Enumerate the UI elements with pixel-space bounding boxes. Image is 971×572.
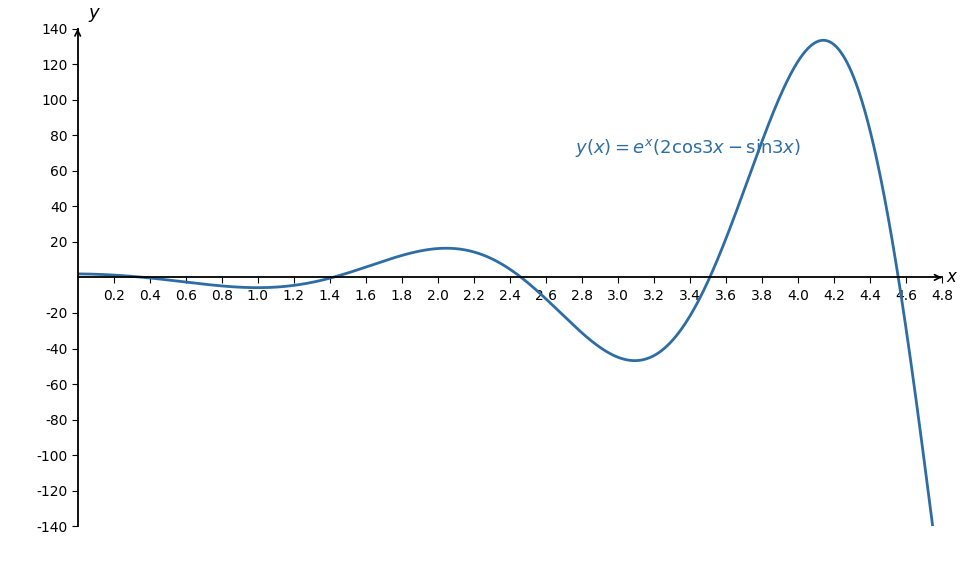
Text: $\mathit{y}$: $\mathit{y}$ xyxy=(88,6,102,23)
Text: $y(x) = e^x(2\mathrm{cos}3x - \mathrm{sin}3x)$: $y(x) = e^x(2\mathrm{cos}3x - \mathrm{si… xyxy=(575,137,801,159)
Text: $\mathit{x}$: $\mathit{x}$ xyxy=(946,268,958,287)
